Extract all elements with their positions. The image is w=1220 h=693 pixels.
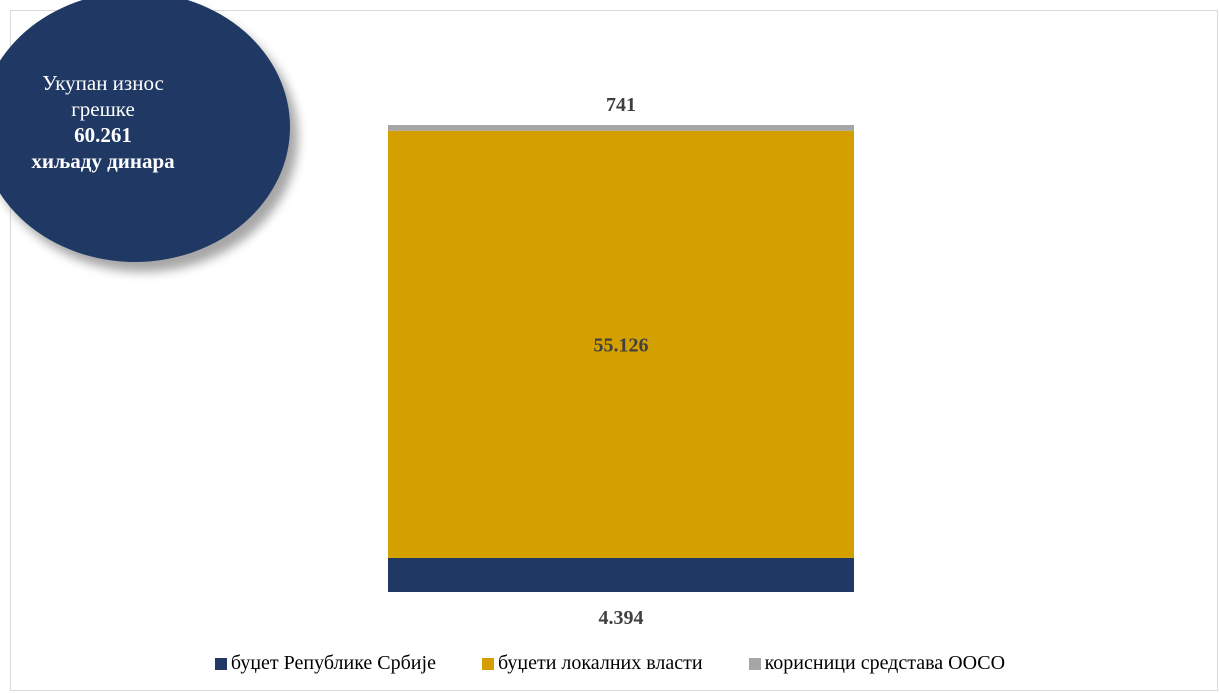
- legend-item-republic-budget: буџет Републике Србије: [214, 652, 436, 675]
- callout-line-2: грешке: [71, 97, 135, 121]
- legend-item-local-budgets: буџети локалних власти: [481, 652, 703, 675]
- bar-segment-2: [388, 125, 854, 131]
- legend-label-ooso-users: корисници средстава ООСО: [764, 652, 1006, 674]
- bar-segment-1: [388, 130, 854, 558]
- legend-swatch-republic-budget: [214, 657, 227, 670]
- callout-unit: хиљаду динара: [31, 149, 175, 173]
- callout-amount: 60.261: [74, 123, 132, 147]
- data-label-2: 741: [606, 94, 636, 116]
- legend-label-local-budgets: буџети локалних власти: [497, 652, 703, 674]
- total-callout-text: Укупан износ грешке 60.261 хиљаду динара: [0, 70, 208, 174]
- callout-line-1: Укупан износ: [42, 71, 164, 95]
- chart-legend: буџет Републике Србије буџети локалних в…: [0, 652, 1220, 675]
- data-label-1: 55.126: [594, 334, 649, 356]
- chart-frame: [10, 10, 1218, 691]
- legend-swatch-ooso-users: [748, 657, 761, 670]
- legend-label-republic-budget: буџет Републике Србије: [230, 652, 436, 674]
- total-callout-bubble: Укупан износ грешке 60.261 хиљаду динара: [0, 0, 290, 262]
- data-label-0: 4.394: [599, 607, 644, 629]
- legend-item-ooso-users: корисници средстава ООСО: [748, 652, 1006, 675]
- legend-swatch-local-budgets: [481, 657, 494, 670]
- bar-segment-0: [388, 557, 854, 592]
